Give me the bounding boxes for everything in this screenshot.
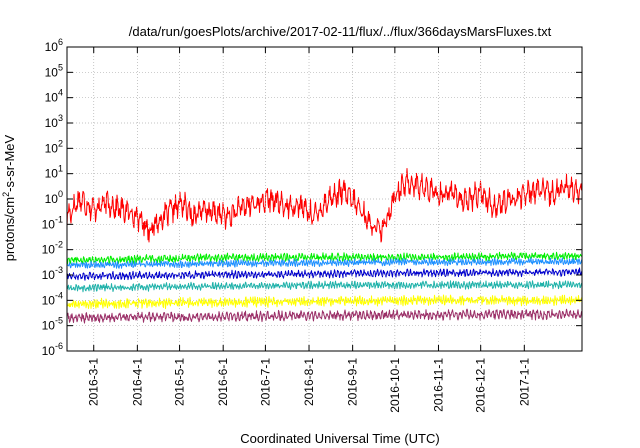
flux-series-4 [66,265,583,274]
flux-series-6 [66,280,583,293]
y-tick-label: 100 [45,189,63,206]
series-layer [66,168,583,324]
x-tick-label: 2016-12-1 [474,358,488,413]
x-tick-label: 2016-10-1 [388,358,402,413]
y-tick-label: 101 [45,164,63,181]
grid-layer [67,47,582,351]
y-axis-label: protons/cm2-s-sr-MeV [1,134,17,261]
y-tick-label: 106 [45,37,63,54]
x-tick-label: 2016-6-1 [216,358,230,406]
flux-series-1 [66,168,583,243]
chart-title: /data/run/goesPlots/archive/2017-02-11/f… [129,24,552,39]
flux-series-3 [66,257,583,269]
y-tick-label: 103 [45,113,63,130]
x-tick-label: 2017-1-1 [517,358,531,406]
y-tick-label: 105 [45,62,63,79]
y-tick-label: 10-4 [42,290,63,307]
y-tick-label: 10-6 [42,341,63,358]
y-tick-label: 102 [45,138,63,155]
x-tick-label: 2016-4-1 [130,358,144,406]
flux-series-2 [66,251,583,265]
tick-layer: 10-6 10-5 10-4 10-3 10-2 10-1 100 101 102 103 104 1… [42,37,582,413]
y-axis-label-rest: -s-sr-MeV [2,134,17,191]
flux-series-5 [66,267,583,281]
y-tick-label: 10-1 [42,214,63,231]
x-tick-label: 2016-3-1 [87,358,101,406]
x-tick-label: 2016-11-1 [431,358,445,412]
x-tick-label: 2016-5-1 [173,358,187,406]
y-tick-label: 104 [45,88,63,105]
x-tick-label: 2016-8-1 [302,358,316,406]
y-tick-label: 10-2 [42,240,63,257]
y-tick-label: 10-5 [42,316,63,333]
x-tick-label: 2016-9-1 [346,358,360,406]
x-axis-label: Coordinated Universal Time (UTC) [240,431,439,446]
x-tick-label: 2016-7-1 [258,358,272,406]
flux-series-7 [66,294,583,310]
y-axis-label-base: protons/cm [2,197,17,261]
y-tick-label: 10-3 [42,265,63,282]
y-axis-label-sup: 2 [1,192,11,197]
flux-series-8 [66,308,583,324]
